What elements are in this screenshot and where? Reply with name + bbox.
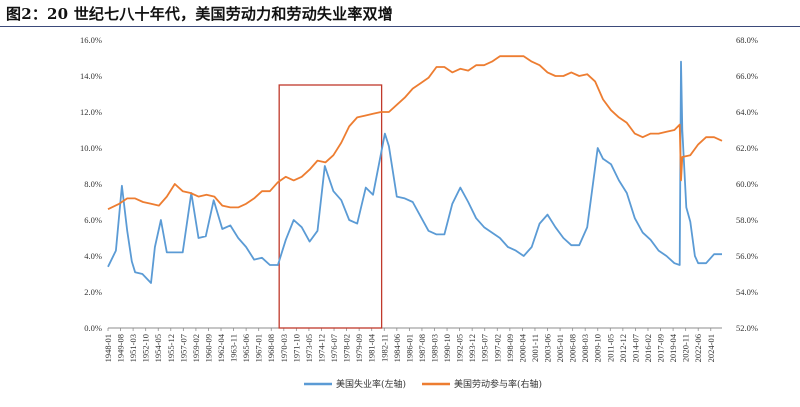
x-tick-label: 1967-01 bbox=[254, 334, 264, 362]
axes: 0.0% 2.0% 4.0% 6.0% 8.0% 10.0% 12.0% 14.0% 16.0%… bbox=[80, 35, 758, 362]
x-tick-label: 1987-08 bbox=[417, 334, 427, 362]
x-tick-label: 1970-03 bbox=[279, 334, 289, 362]
figure-title: 图2：20 世纪七八十年代，美国劳动力和劳动失业率双增 bbox=[6, 5, 393, 23]
x-tick-label: 1978-02 bbox=[342, 334, 352, 362]
y-right-tick-label: 56.0% bbox=[736, 251, 758, 261]
x-tick-label: 1949-08 bbox=[116, 334, 126, 362]
x-tick-label: 1982-11 bbox=[379, 334, 389, 362]
legend-label: 美国失业率(左轴) bbox=[336, 378, 406, 390]
y-right-tick-label: 66.0% bbox=[736, 71, 758, 81]
highlight-box bbox=[278, 84, 383, 329]
y-right-tick-label: 60.0% bbox=[736, 179, 758, 189]
y-left-tick-label: 0.0% bbox=[84, 323, 102, 333]
x-tick-label: 1952-10 bbox=[141, 334, 151, 362]
x-tick-label: 1959-02 bbox=[191, 334, 201, 362]
y-right-tick-label: 64.0% bbox=[736, 107, 758, 117]
participation-rate-line bbox=[107, 55, 723, 211]
x-tick-label: 2020-11 bbox=[681, 334, 691, 362]
y-left-tick-label: 14.0% bbox=[80, 71, 102, 81]
legend: 美国失业率(左轴) 美国劳动参与率(右轴) bbox=[304, 378, 542, 390]
highlight-rect bbox=[278, 84, 383, 329]
x-tick-label: 2009-10 bbox=[593, 334, 603, 362]
x-tick-label: 1993-12 bbox=[467, 334, 477, 362]
y-left-tick-label: 16.0% bbox=[80, 35, 102, 45]
x-tick-label: 1954-05 bbox=[153, 334, 163, 362]
x-tick-label: 2001-11 bbox=[530, 334, 540, 362]
x-tick-label: 1979-09 bbox=[354, 334, 364, 362]
x-tick-label: 1957-07 bbox=[178, 334, 188, 362]
legend-label: 美国劳动参与率(右轴) bbox=[454, 378, 542, 390]
x-tick-label: 2022-06 bbox=[693, 334, 703, 362]
x-tick-label: 1984-06 bbox=[392, 334, 402, 362]
y-right-tick-label: 68.0% bbox=[736, 35, 758, 45]
y-left-tick-label: 6.0% bbox=[84, 215, 102, 225]
y-right-tick-label: 62.0% bbox=[736, 143, 758, 153]
x-tick-label: 1955-12 bbox=[166, 334, 176, 362]
y-left-tick-label: 8.0% bbox=[84, 179, 102, 189]
unemployment-rate-line bbox=[107, 60, 722, 284]
x-tick-label: 1986-01 bbox=[404, 334, 414, 362]
y-left-tick-label: 4.0% bbox=[84, 251, 102, 261]
y-right-tick-label: 54.0% bbox=[736, 287, 758, 297]
x-tick-label: 2014-07 bbox=[630, 334, 640, 362]
x-tick-label: 1965-06 bbox=[241, 334, 251, 362]
x-tick-label: 1998-09 bbox=[505, 334, 515, 362]
x-tick-label: 2016-02 bbox=[643, 334, 653, 362]
x-tick-label: 1981-04 bbox=[367, 333, 377, 362]
x-tick-label: 1976-07 bbox=[329, 334, 339, 362]
y-left-tick-label: 2.0% bbox=[84, 287, 102, 297]
x-tick-label: 2005-01 bbox=[555, 334, 565, 362]
y-left-tick-label: 10.0% bbox=[80, 143, 102, 153]
x-tick-label: 2019-04 bbox=[668, 333, 678, 362]
x-tick-label: 1973-05 bbox=[304, 334, 314, 362]
series-lines bbox=[107, 55, 723, 284]
x-tick-label: 1997-02 bbox=[492, 334, 502, 362]
x-tick-label: 1992-05 bbox=[455, 334, 465, 362]
x-tick-label: 1948-01 bbox=[103, 334, 113, 362]
y-left-tick-label: 12.0% bbox=[80, 107, 102, 117]
x-tick-label: 1962-04 bbox=[216, 333, 226, 362]
x-tick-label: 2024-01 bbox=[706, 334, 716, 362]
x-tick-label: 2017-09 bbox=[656, 334, 666, 362]
x-tick-label: 1989-03 bbox=[429, 334, 439, 362]
x-tick-label: 2012-12 bbox=[618, 334, 628, 362]
x-tick-label: 2000-04 bbox=[517, 333, 527, 362]
x-tick-label: 1963-11 bbox=[229, 334, 239, 362]
x-tick-label: 1971-10 bbox=[291, 334, 301, 362]
x-tick-label: 1974-12 bbox=[316, 334, 326, 362]
x-tick-label: 1968-08 bbox=[266, 334, 276, 362]
x-tick-label: 2011-05 bbox=[605, 334, 615, 362]
x-tick-label: 1990-10 bbox=[442, 334, 452, 362]
x-tick-label: 1960-09 bbox=[203, 334, 213, 362]
y-right-tick-label: 58.0% bbox=[736, 215, 758, 225]
title-bar: 图2：20 世纪七八十年代，美国劳动力和劳动失业率双增 bbox=[0, 0, 800, 27]
x-tick-label: 2006-08 bbox=[568, 334, 578, 362]
x-tick-label: 1995-07 bbox=[480, 334, 490, 362]
x-tick-label: 2003-06 bbox=[543, 334, 553, 362]
x-tick-label: 2008-03 bbox=[580, 334, 590, 362]
y-right-tick-label: 52.0% bbox=[736, 323, 758, 333]
x-tick-label: 1951-03 bbox=[128, 334, 138, 362]
